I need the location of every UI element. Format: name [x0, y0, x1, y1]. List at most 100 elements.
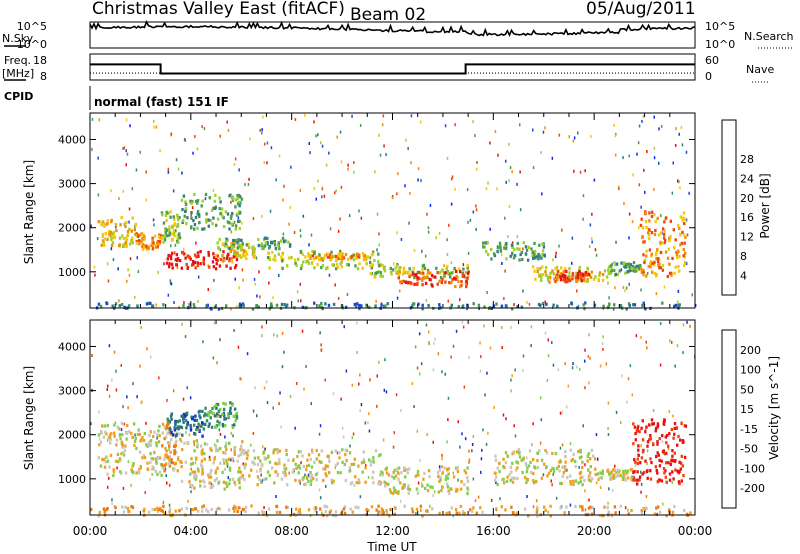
heatmap-cell	[636, 461, 639, 466]
heatmap-cell	[629, 476, 633, 481]
heatmap-cell	[251, 249, 255, 253]
scatter-speckle	[454, 187, 456, 191]
heatmap-cell	[496, 482, 499, 487]
scatter-speckle	[137, 270, 140, 274]
heatmap-cell	[630, 509, 633, 513]
heatmap-cell	[174, 441, 177, 445]
heatmap-cell	[219, 447, 222, 451]
heatmap-cell	[307, 261, 311, 265]
heatmap-cell	[334, 449, 338, 453]
heatmap-cell	[313, 251, 316, 255]
heatmap-cell	[636, 470, 639, 474]
scatter-speckle	[561, 228, 563, 232]
scatter-speckle	[244, 183, 246, 187]
heatmap-cell	[241, 242, 244, 246]
heatmap-cell	[189, 472, 192, 476]
scatter-speckle	[682, 351, 684, 355]
scatter-speckle	[193, 443, 195, 447]
heatmap-cell	[222, 401, 225, 405]
heatmap-cell	[145, 302, 149, 306]
heatmap-cell	[137, 469, 140, 473]
heatmap-cell	[651, 261, 654, 266]
heatmap-cell	[319, 507, 322, 511]
heatmap-cell	[139, 466, 142, 470]
scatter-speckle	[293, 231, 296, 234]
heatmap-cell	[230, 214, 233, 218]
scatter-speckle	[671, 480, 673, 484]
heatmap-cell	[341, 460, 344, 464]
heatmap-cell	[224, 451, 227, 455]
heatmap-cell	[572, 479, 575, 483]
scatter-speckle	[106, 262, 109, 266]
heatmap-cell	[613, 261, 616, 265]
heatmap-cell	[208, 265, 211, 269]
heatmap-cell	[201, 434, 204, 438]
scatter-speckle	[637, 141, 640, 145]
heatmap-cell	[485, 250, 488, 254]
scatter-speckle	[626, 400, 628, 404]
scatter-speckle	[405, 138, 407, 142]
heatmap-cell	[238, 211, 241, 215]
heatmap-cell	[437, 474, 440, 479]
heatmap-cell	[314, 256, 318, 260]
heatmap-cell	[665, 216, 668, 220]
heatmap-cell	[334, 463, 338, 467]
heatmap-cell	[149, 301, 152, 305]
heatmap-cell	[428, 277, 432, 282]
heatmap-cell	[175, 253, 179, 257]
scatter-speckle	[540, 151, 542, 155]
heatmap-cell	[367, 509, 370, 513]
colorbar-frame	[721, 119, 737, 296]
heatmap-cell	[153, 507, 157, 512]
heatmap-cell	[240, 475, 243, 479]
heatmap-cell	[256, 475, 260, 479]
heatmap-cell	[115, 459, 118, 463]
heatmap-cell	[299, 266, 303, 271]
scatter-speckle	[602, 335, 604, 339]
heatmap-cell	[235, 198, 238, 202]
sky-noise-line	[89, 19, 696, 38]
scatter-speckle	[195, 241, 197, 245]
scatter-speckle	[452, 344, 455, 348]
scatter-speckle	[122, 405, 124, 409]
heatmap-cell	[193, 260, 197, 265]
heatmap-cell	[180, 266, 183, 270]
heatmap-cell	[145, 244, 148, 248]
heatmap-cell	[504, 247, 508, 251]
heatmap-cell	[345, 262, 349, 267]
heatmap-cell	[407, 487, 410, 491]
heatmap-cell	[201, 472, 204, 476]
freq-unit-label: [MHz]	[2, 67, 34, 80]
heatmap-cell	[185, 506, 188, 510]
heatmap-cell	[212, 256, 216, 260]
heatmap-cell	[577, 481, 580, 485]
heatmap-cell	[280, 259, 284, 263]
scatter-speckle	[631, 393, 634, 397]
heatmap-cell	[215, 449, 218, 453]
scatter-speckle	[652, 409, 655, 412]
heatmap-cell	[589, 479, 592, 483]
scatter-speckle	[505, 180, 507, 184]
scatter-speckle	[485, 187, 488, 191]
heatmap-cell	[637, 448, 640, 452]
heatmap-cell	[266, 470, 270, 474]
scatter-speckle	[532, 505, 535, 509]
scatter-speckle	[640, 482, 643, 486]
scatter-speckle	[561, 443, 564, 447]
heatmap-cell	[133, 228, 136, 232]
scatter-speckle	[476, 161, 478, 164]
heatmap-cell	[392, 470, 395, 474]
heatmap-cell	[229, 244, 233, 248]
scatter-speckle	[612, 307, 615, 311]
scatter-speckle	[505, 159, 507, 163]
scatter-speckle	[540, 396, 542, 400]
heatmap-cell	[396, 471, 400, 475]
heatmap-cell	[531, 251, 534, 255]
heatmap-cell	[101, 424, 104, 428]
heatmap-cell	[467, 274, 470, 278]
scatter-speckle	[444, 372, 446, 376]
scatter-speckle	[623, 202, 625, 205]
heatmap-cell	[305, 476, 309, 481]
heatmap-cell	[283, 470, 287, 474]
heatmap-cell	[229, 409, 232, 413]
